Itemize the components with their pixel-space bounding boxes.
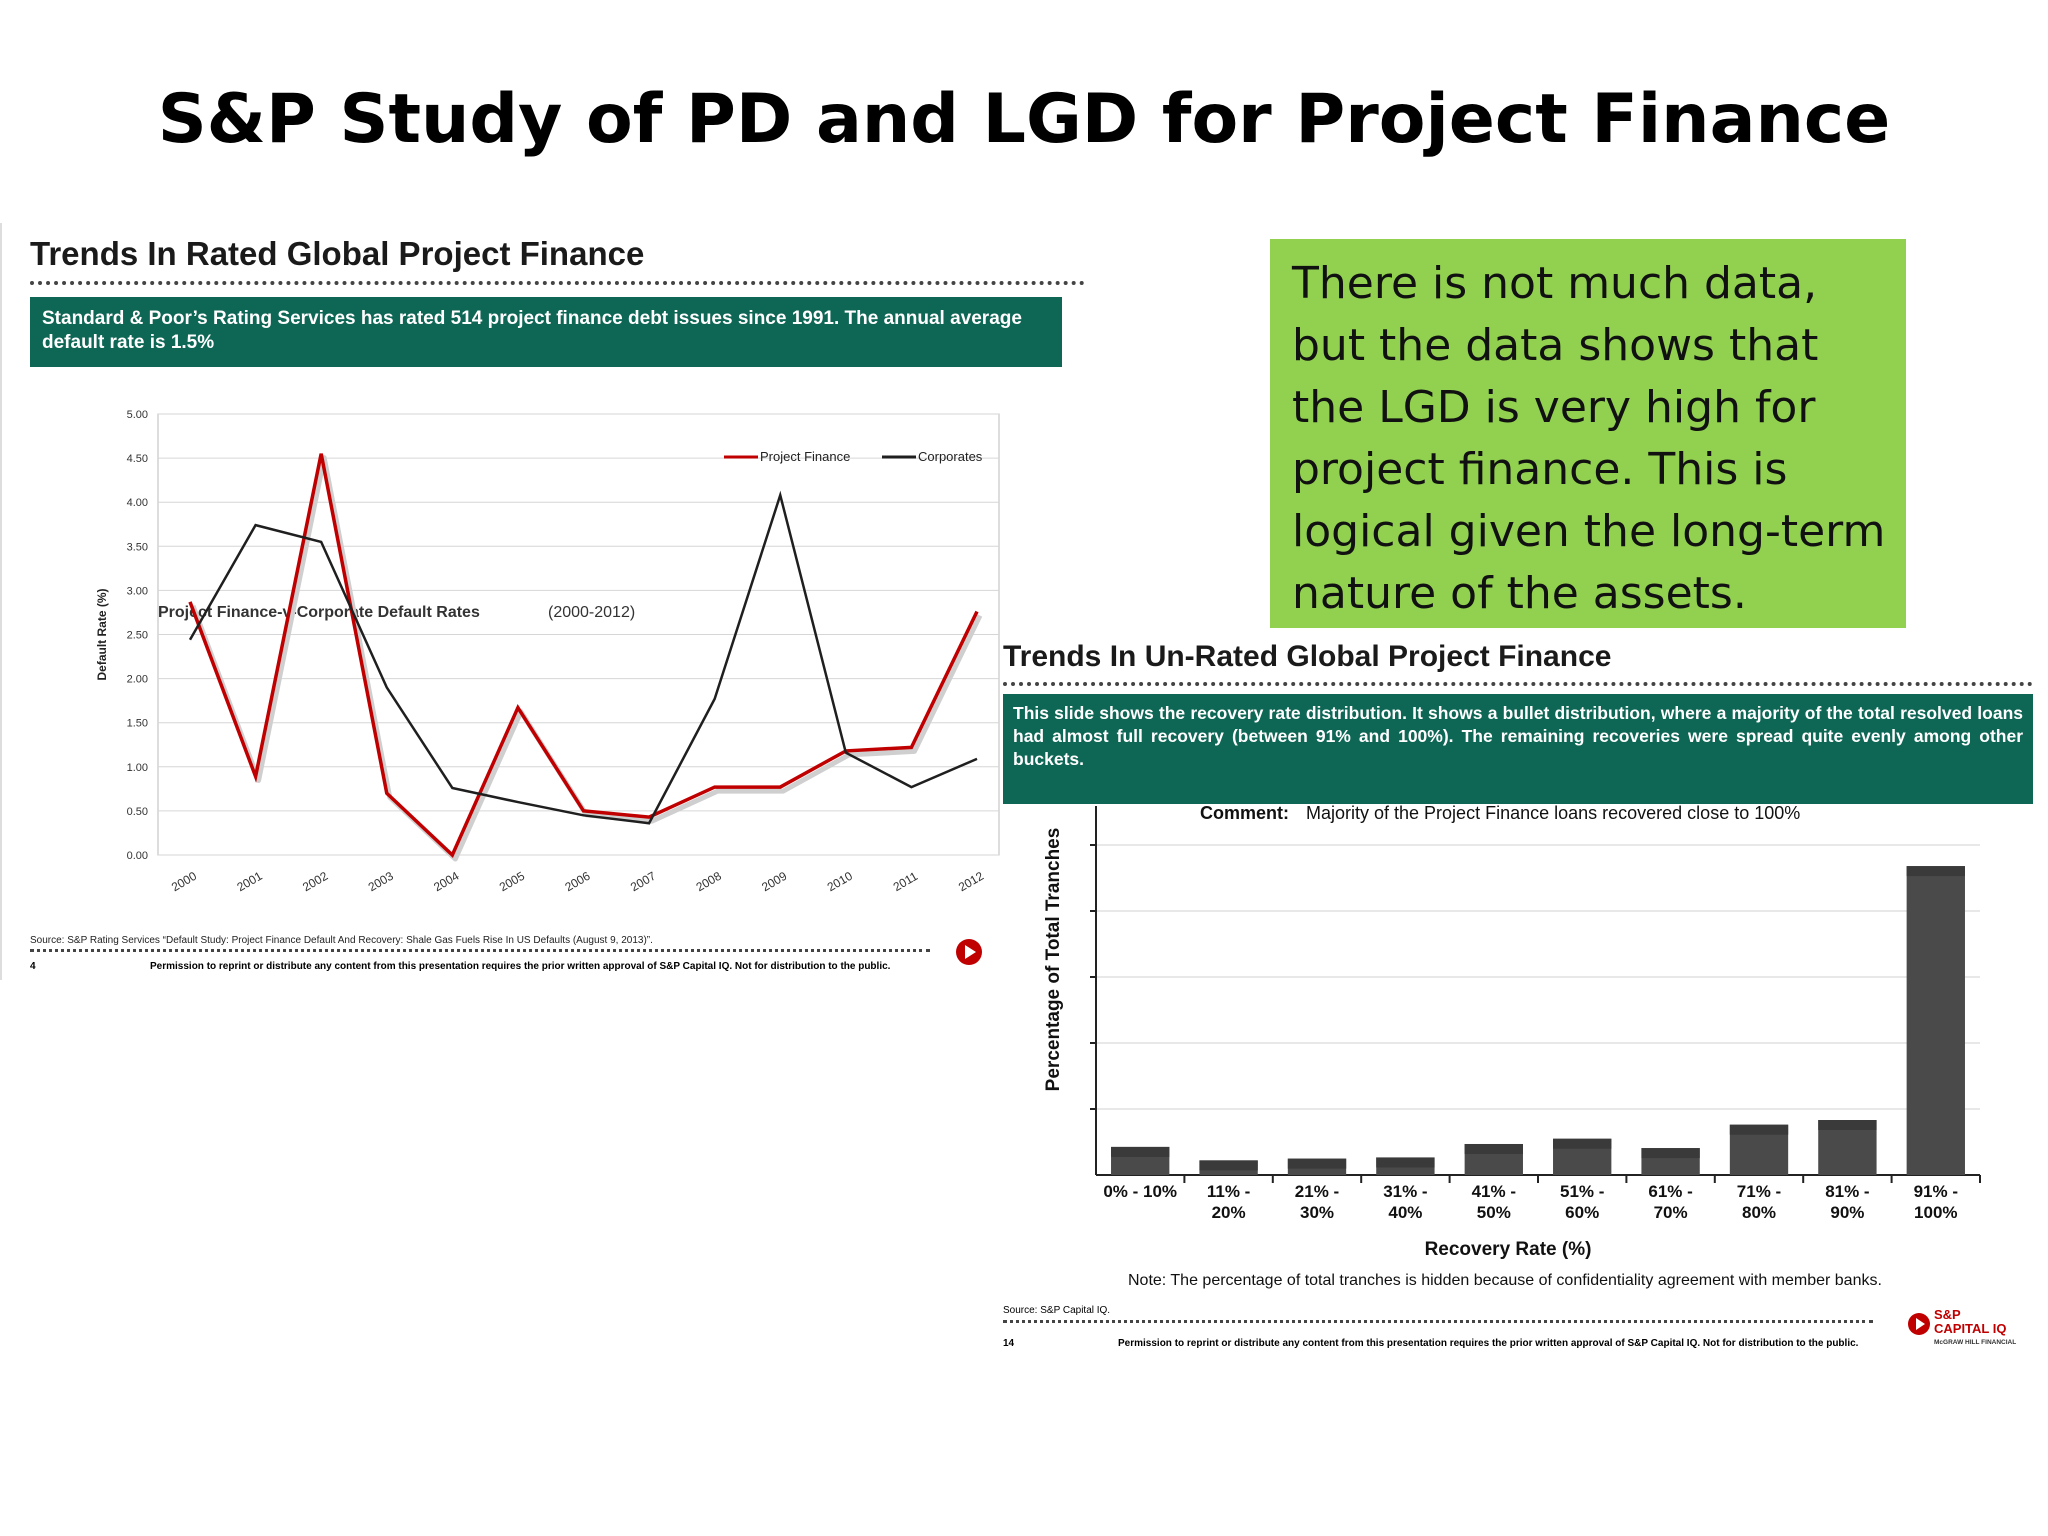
page-number: 4 xyxy=(30,961,36,972)
x-tick-label: 21% - xyxy=(1295,1182,1339,1201)
y-tick-label: 2.00 xyxy=(127,674,148,686)
source-note: Source: S&P Capital IQ. xyxy=(1003,1305,1111,1316)
summary-banner: This slide shows the recovery rate distr… xyxy=(1003,694,2033,804)
x-tick-label: 20% xyxy=(1212,1203,1246,1222)
bar xyxy=(1906,866,1965,1175)
chart-title-years: (2000-2012) xyxy=(548,604,635,621)
sp-capital-iq-logo: S&P CAPITAL IQ McGRAW HILL FINANCIAL xyxy=(1906,1308,2038,1354)
y-tick-label: 1.00 xyxy=(127,762,148,774)
commentary-box: There is not much data, but the data sho… xyxy=(1270,239,1906,635)
x-tick-label: 2001 xyxy=(235,869,265,895)
logo-text-mcgraw-hill: McGRAW HILL FINANCIAL xyxy=(1934,1339,2017,1346)
x-tick-label: 71% - xyxy=(1737,1182,1781,1201)
x-tick-label: 2003 xyxy=(366,869,396,895)
x-tick-label: 2007 xyxy=(628,869,658,895)
x-tick-label: 70% xyxy=(1654,1203,1688,1222)
divider xyxy=(30,281,1085,285)
comment-label: Comment: xyxy=(1200,803,1289,823)
logo-text-capital-iq: CAPITAL IQ xyxy=(1934,1321,2007,1336)
y-tick-label: 3.00 xyxy=(127,585,148,597)
x-tick-label: 2006 xyxy=(562,869,592,895)
bar-cap xyxy=(1199,1160,1258,1171)
sp-logo-icon xyxy=(1908,1313,1930,1335)
unrated-project-finance-panel: Trends In Un-Rated Global Project Financ… xyxy=(1000,628,2040,1358)
page-number: 14 xyxy=(1003,1338,1015,1349)
y-tick-label: 0.00 xyxy=(127,850,148,862)
bar-cap xyxy=(1376,1157,1435,1168)
x-tick-label: 91% - xyxy=(1914,1182,1958,1201)
rated-project-finance-panel: Trends In Rated Global Project Finance S… xyxy=(0,223,1090,980)
x-tick-label: 50% xyxy=(1477,1203,1511,1222)
x-tick-label: 60% xyxy=(1565,1203,1599,1222)
x-tick-label: 11% - xyxy=(1207,1182,1250,1201)
bar-cap xyxy=(1111,1146,1170,1157)
x-tick-label: 61% - xyxy=(1648,1182,1692,1201)
bar-cap xyxy=(1287,1158,1347,1169)
summary-banner: Standard & Poor’s Rating Services has ra… xyxy=(30,297,1062,367)
x-tick-label: 2002 xyxy=(300,869,330,895)
x-tick-label: 2008 xyxy=(694,869,724,895)
comment-text: Majority of the Project Finance loans re… xyxy=(1306,803,1800,823)
bar-cap xyxy=(1818,1120,1877,1131)
divider xyxy=(30,949,930,952)
y-tick-label: 2.50 xyxy=(127,630,148,642)
x-tick-label: 2011 xyxy=(891,869,921,894)
permission-note: Permission to reprint or distribute any … xyxy=(1118,1338,1859,1349)
x-tick-label: 0% - 10% xyxy=(1103,1182,1177,1201)
x-tick-label: 31% - xyxy=(1383,1182,1427,1201)
bar-cap xyxy=(1553,1138,1612,1149)
x-tick-label: 2010 xyxy=(825,869,855,895)
bar-cap xyxy=(1906,866,1965,877)
panel-heading: Trends In Un-Rated Global Project Financ… xyxy=(1003,640,1612,673)
y-tick-label: 3.50 xyxy=(127,541,148,553)
series-shadow xyxy=(190,455,983,862)
y-axis-label: Percentage of Total Tranches xyxy=(1043,828,1064,1092)
permission-note: Permission to reprint or distribute any … xyxy=(150,961,891,972)
default-rate-line-chart: Project Finance-v-Corporate Default Rate… xyxy=(95,409,1000,895)
series-line-project-finance xyxy=(188,453,979,858)
source-note: Source: S&P Rating Services “Default Stu… xyxy=(30,935,653,946)
x-tick-label: 2004 xyxy=(431,869,461,895)
x-tick-label: 30% xyxy=(1300,1203,1334,1222)
x-tick-label: 2005 xyxy=(497,869,527,895)
slide-title: S&P Study of PD and LGD for Project Fina… xyxy=(157,80,1891,159)
y-tick-label: 4.50 xyxy=(127,453,148,465)
x-tick-label: 2000 xyxy=(169,869,199,895)
y-tick-label: 4.00 xyxy=(127,497,148,509)
y-tick-label: 1.50 xyxy=(127,718,148,730)
sp-logo-icon xyxy=(956,939,982,965)
commentary-text: There is not much data, but the data sho… xyxy=(1292,258,1886,619)
x-tick-label: 41% - xyxy=(1472,1182,1516,1201)
legend-label: Corporates xyxy=(918,449,983,464)
x-tick-label: 51% - xyxy=(1560,1182,1604,1201)
logo-text-sp: S&P xyxy=(1934,1307,1961,1322)
recovery-rate-bar-chart: Comment: Majority of the Project Finance… xyxy=(1043,803,1981,1289)
bar-cap xyxy=(1641,1148,1700,1159)
x-tick-label: 80% xyxy=(1742,1203,1776,1222)
y-axis-label: Default Rate (%) xyxy=(95,588,109,680)
x-tick-label: 90% xyxy=(1830,1203,1864,1222)
x-tick-label: 2012 xyxy=(956,869,986,895)
x-tick-label: 2009 xyxy=(759,869,789,895)
bar-cap xyxy=(1464,1143,1523,1154)
x-tick-label: 81% - xyxy=(1825,1182,1869,1201)
y-tick-label: 5.00 xyxy=(127,409,148,421)
y-tick-label: 0.50 xyxy=(127,806,148,818)
x-axis-label: Recovery Rate (%) xyxy=(1425,1239,1592,1260)
divider xyxy=(1003,682,2033,686)
bar-cap xyxy=(1729,1124,1789,1135)
legend-label: Project Finance xyxy=(760,449,850,464)
x-tick-label: 40% xyxy=(1388,1203,1422,1222)
divider xyxy=(1003,1320,1873,1323)
chart-title: Project Finance-v-Corporate Default Rate… xyxy=(158,604,480,621)
x-tick-label: 100% xyxy=(1914,1203,1957,1222)
panel-heading: Trends In Rated Global Project Finance xyxy=(30,235,645,272)
confidentiality-note: Note: The percentage of total tranches i… xyxy=(1128,1272,1882,1289)
